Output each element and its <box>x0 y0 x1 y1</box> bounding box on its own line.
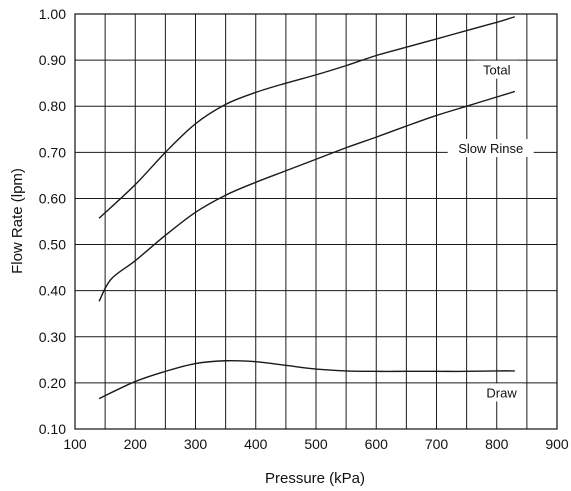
series-label-bg-slow-rinse <box>447 139 534 158</box>
y-axis-ticks: 0.10 0.20 0.30 0.40 0.50 0.60 0.70 0.80 0.90 1.00 <box>39 6 66 437</box>
x-tick-label: 300 <box>184 436 208 452</box>
series-line-slow-rinse <box>98 90 516 302</box>
y-axis-title: Flow Rate (lpm) <box>9 168 26 274</box>
series-label-total: Total <box>483 63 511 78</box>
y-tick-label: 0.40 <box>39 283 66 299</box>
series-label-bg-total <box>474 60 519 79</box>
x-tick-label: 900 <box>545 436 569 452</box>
x-tick-label: 100 <box>63 436 87 452</box>
x-tick-label: 600 <box>365 436 389 452</box>
y-tick-label: 0.70 <box>39 144 66 160</box>
x-tick-label: 700 <box>425 436 449 452</box>
series-label-slow-rinse: Slow Rinse <box>458 141 523 156</box>
y-tick-label: 0.90 <box>39 52 66 68</box>
x-axis-ticks: 100 200 300 400 500 600 700 800 900 <box>63 436 569 452</box>
y-tick-label: 0.80 <box>39 98 66 114</box>
y-tick-label: 0.30 <box>39 329 66 345</box>
series-label-draw: Draw <box>486 385 517 400</box>
series-line-draw <box>98 359 515 400</box>
series-lines <box>98 16 516 400</box>
x-tick-label: 400 <box>244 436 268 452</box>
y-tick-label: 0.50 <box>39 237 66 253</box>
y-tick-label: 0.20 <box>39 375 66 391</box>
series-label-bg-draw <box>480 383 523 402</box>
grid <box>75 14 557 429</box>
series-line-total <box>98 16 516 219</box>
y-tick-label: 1.00 <box>39 6 66 22</box>
x-tick-label: 200 <box>124 436 148 452</box>
series-labels: Total Slow Rinse Draw <box>447 60 534 402</box>
x-tick-label: 500 <box>304 436 328 452</box>
plot-frame <box>74 13 558 430</box>
x-tick-label: 800 <box>485 436 509 452</box>
y-tick-label: 0.10 <box>39 421 66 437</box>
y-tick-label: 0.60 <box>39 190 66 206</box>
x-axis-title: Pressure (kPa) <box>265 470 365 487</box>
